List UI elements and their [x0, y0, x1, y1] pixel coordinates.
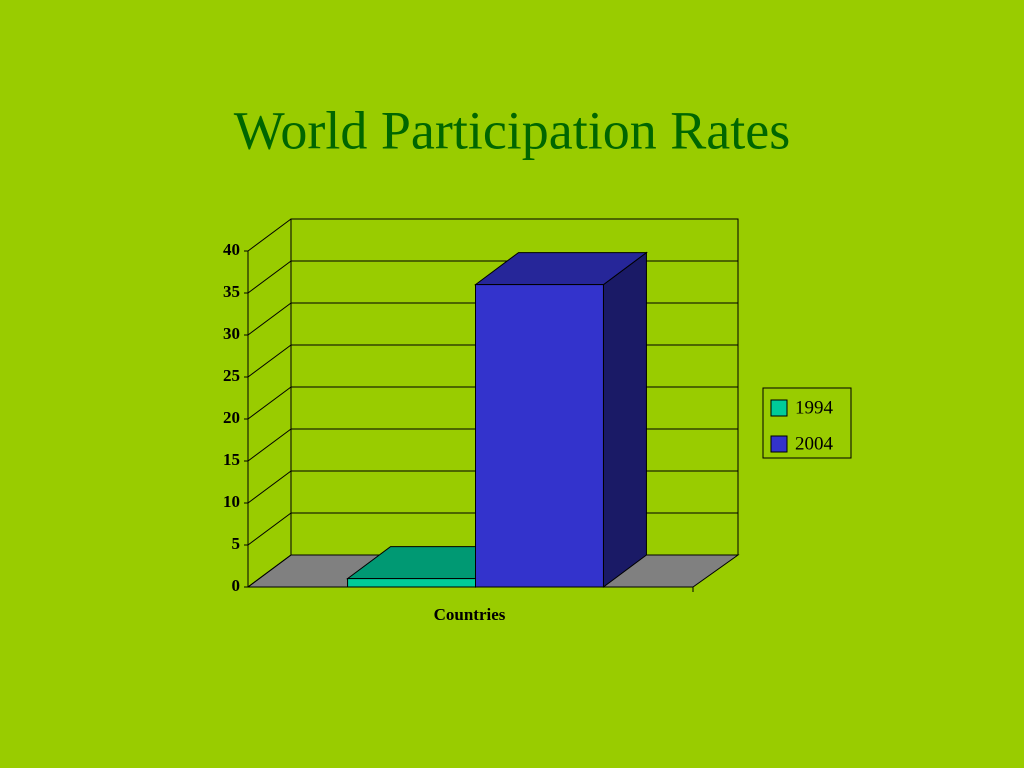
- y-tick-label: 15: [223, 450, 240, 469]
- y-tick-label: 5: [232, 534, 241, 553]
- y-tick-label: 0: [232, 576, 241, 595]
- y-tick-label: 25: [223, 366, 240, 385]
- y-tick-label: 35: [223, 282, 240, 301]
- plot-area: 0 5 10 15 20 25 30 35 40 Countries 1994 2004: [223, 218, 852, 624]
- y-tick-label: 40: [223, 240, 240, 259]
- x-tick-label: Countries: [434, 605, 506, 624]
- grid-line: [247, 302, 292, 336]
- legend-swatch: [770, 399, 788, 417]
- legend-swatch: [770, 435, 788, 453]
- grid-line: [247, 260, 292, 294]
- grid-line: [247, 218, 292, 252]
- grid-line: [247, 344, 292, 378]
- y-tick-label: 10: [223, 492, 240, 511]
- y-tick-label: 30: [223, 324, 240, 343]
- legend-label: 1994: [795, 397, 834, 418]
- grid-line: [247, 554, 292, 588]
- bar-side: [602, 251, 647, 588]
- chart-title: World Participation Rates: [234, 100, 791, 160]
- bar: [475, 284, 604, 588]
- legend: 1994 2004: [762, 387, 852, 459]
- grid-line: [247, 512, 292, 546]
- grid-line: [247, 386, 292, 420]
- bar: [347, 578, 476, 588]
- grid-line: [247, 470, 292, 504]
- legend-box: [762, 387, 852, 459]
- y-tick-label: 20: [223, 408, 240, 427]
- legend-label: 2004: [795, 433, 834, 454]
- grid-line: [247, 428, 292, 462]
